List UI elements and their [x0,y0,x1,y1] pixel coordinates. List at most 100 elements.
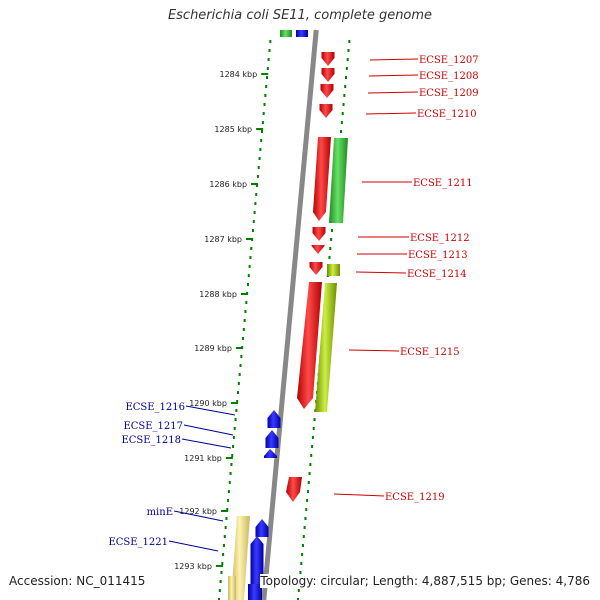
tick-dot [219,580,222,583]
tick-dot [222,553,225,556]
tick-dot [301,544,304,547]
tick-dot [224,526,227,529]
gene-label-leader [173,510,224,522]
tick-dot [310,454,313,457]
reverse-gene-arrow [296,30,308,37]
tick-dot [256,184,259,187]
tick-dot [300,562,303,565]
gene-label-leader [355,271,407,274]
forward-gene-arrow [320,84,334,98]
tick-dot [330,238,333,241]
forward-gene-arrow [321,68,335,82]
tick-dot [348,40,351,43]
gene-label-forward: ECSE_1207 [419,55,479,66]
tick-dot [346,58,349,61]
tick-dot [261,121,264,124]
scale-label: 1285 kbp [214,125,252,134]
tick-dot [226,508,229,511]
gene-label-leader [333,493,385,497]
accession-label: Accession: NC_011415 [9,574,146,588]
tick-dot [232,436,235,439]
tick-dot [255,193,258,196]
tick-dot [306,490,309,493]
tick-dot [238,373,241,376]
scale-label: 1290 kbp [189,399,227,408]
tick-dot [218,589,221,592]
tick-dot [344,85,347,88]
pale-feature [228,576,236,600]
tick-dot [230,463,233,466]
tick-dot [258,157,261,160]
gene-label-forward: ECSE_1212 [410,233,470,244]
scale-label: 1289 kbp [194,344,232,353]
tick-dot [246,283,249,286]
tick-dot [299,571,302,574]
tick-dot [263,103,266,106]
tick-dot [235,409,238,412]
tick-dot [256,175,259,178]
tick-dot [328,256,331,259]
gene-label-forward: ECSE_1208 [419,71,479,82]
tick-dot [254,202,257,205]
tick-dot [247,274,250,277]
tick-dot [237,382,240,385]
tick-dot [347,49,350,52]
tick-dot [223,535,226,538]
green-feature [280,30,292,37]
tick-dot [249,256,252,259]
tick-dot [312,427,315,430]
tick-dot [342,103,345,106]
gene-label-forward: ECSE_1209 [419,88,479,99]
tick-dot [262,112,265,115]
tick-dot [250,247,253,250]
tick-dot [306,499,309,502]
yellowgreen-feature [327,264,340,276]
gene-label-leader [369,58,419,61]
forward-gene-arrow [311,245,325,254]
tick-dot [234,418,237,421]
forward-gene-arrow [297,282,322,409]
tick-dot [308,472,311,475]
scale-label: 1287 kbp [204,235,242,244]
gene-label-forward: ECSE_1215 [400,347,460,358]
tick-dot [259,148,262,151]
tick-dot [311,436,314,439]
gene-label-forward: ECSE_1210 [417,109,477,120]
forward-gene-arrow [313,137,331,221]
tick-dot [329,247,332,250]
gene-label-reverse: minE [147,507,173,518]
tick-dot [313,418,316,421]
genome-backbone [261,29,319,600]
tick-dot [231,454,234,457]
scale-label: 1288 kbp [199,290,237,299]
tick-dot [221,562,224,565]
tick-dot [228,481,231,484]
tick-dot [260,139,263,142]
tick-dot [341,112,344,115]
scale-label: 1293 kbp [174,562,212,571]
tick-dot [253,211,256,214]
tick-dot [265,85,268,88]
topology-label: Topology: circular; Length: 4,887,515 bp… [260,574,590,588]
tick-dot [303,526,306,529]
tick-dot [239,364,242,367]
forward-gene-arrow [321,52,335,66]
scale-label: 1286 kbp [209,180,247,189]
tick-dot [236,400,239,403]
tick-dot [251,229,254,232]
tick-dot [311,445,314,448]
forward-gene-arrow [319,104,333,118]
green-feature [329,138,348,223]
gene-label-leader [365,112,417,115]
tick-dot [345,76,348,79]
tick-dot [227,490,230,493]
tick-dot [217,598,220,600]
tick-dot [252,220,255,223]
forward-gene-arrow [312,227,326,241]
gene-label-reverse: ECSE_1216 [125,402,185,413]
scale-label: 1291 kbp [184,454,222,463]
yellowgreen-feature [315,283,337,412]
reverse-gene-arrow [267,410,281,428]
tick-dot [243,319,246,322]
tick-dot [304,517,307,520]
